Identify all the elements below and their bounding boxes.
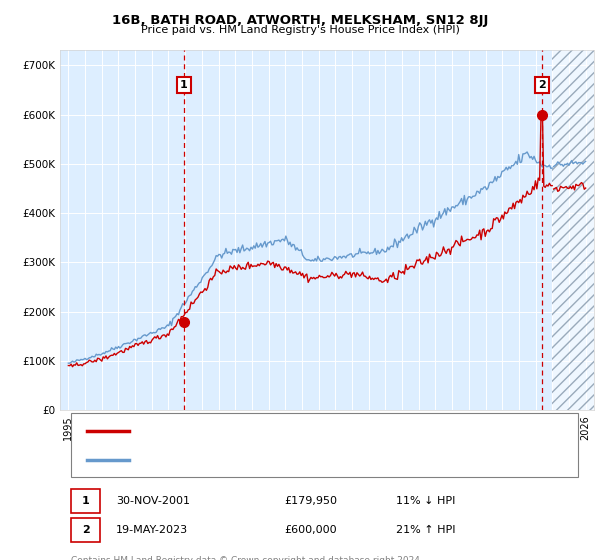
Text: 21% ↑ HPI: 21% ↑ HPI (397, 525, 456, 535)
Text: 19-MAY-2023: 19-MAY-2023 (116, 525, 188, 535)
Text: Contains HM Land Registry data © Crown copyright and database right 2024.
This d: Contains HM Land Registry data © Crown c… (71, 556, 422, 560)
Text: 1: 1 (82, 496, 89, 506)
Bar (552, 50, 594, 410)
FancyBboxPatch shape (71, 489, 100, 513)
Bar (552, 50, 594, 410)
Text: 16B, BATH ROAD, ATWORTH, MELKSHAM, SN12 8JJ (detached house): 16B, BATH ROAD, ATWORTH, MELKSHAM, SN12 … (140, 426, 496, 436)
FancyBboxPatch shape (71, 413, 578, 477)
Text: 1: 1 (180, 80, 188, 90)
Text: HPI: Average price, detached house, Wiltshire: HPI: Average price, detached house, Wilt… (140, 455, 379, 465)
Text: 11% ↓ HPI: 11% ↓ HPI (397, 496, 456, 506)
Text: 2: 2 (82, 525, 89, 535)
Text: £179,950: £179,950 (284, 496, 337, 506)
Text: 16B, BATH ROAD, ATWORTH, MELKSHAM, SN12 8JJ: 16B, BATH ROAD, ATWORTH, MELKSHAM, SN12 … (112, 14, 488, 27)
Text: 2: 2 (538, 80, 546, 90)
Text: Price paid vs. HM Land Registry's House Price Index (HPI): Price paid vs. HM Land Registry's House … (140, 25, 460, 35)
FancyBboxPatch shape (71, 519, 100, 542)
Text: £600,000: £600,000 (284, 525, 337, 535)
Text: 30-NOV-2001: 30-NOV-2001 (116, 496, 190, 506)
